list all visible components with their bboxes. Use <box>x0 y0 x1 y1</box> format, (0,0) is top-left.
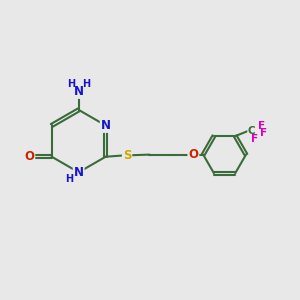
Text: H: H <box>65 174 73 184</box>
Text: C: C <box>248 126 255 136</box>
Text: O: O <box>188 148 198 161</box>
Text: H: H <box>82 79 90 89</box>
Text: F: F <box>260 128 267 138</box>
Text: S: S <box>123 149 131 162</box>
Text: O: O <box>24 150 34 163</box>
Text: N: N <box>74 85 84 98</box>
Text: F: F <box>259 121 266 130</box>
Text: N: N <box>101 119 111 132</box>
Text: N: N <box>74 166 84 179</box>
Text: H: H <box>67 79 75 89</box>
Text: F: F <box>251 134 258 144</box>
